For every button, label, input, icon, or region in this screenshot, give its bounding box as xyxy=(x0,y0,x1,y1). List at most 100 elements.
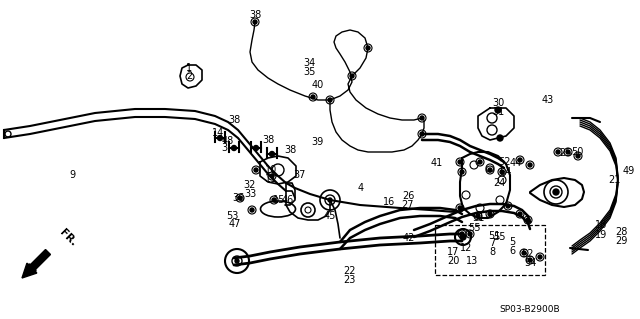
Circle shape xyxy=(488,212,492,216)
Text: 19: 19 xyxy=(595,230,607,240)
Circle shape xyxy=(238,196,242,200)
Text: 45: 45 xyxy=(324,211,336,221)
Text: 40: 40 xyxy=(312,80,324,90)
Circle shape xyxy=(232,145,237,151)
Circle shape xyxy=(420,132,424,136)
Circle shape xyxy=(500,170,504,174)
Circle shape xyxy=(253,20,257,24)
Circle shape xyxy=(458,160,462,164)
Circle shape xyxy=(553,189,559,195)
Circle shape xyxy=(538,255,542,259)
Circle shape xyxy=(235,259,239,263)
Text: 47: 47 xyxy=(229,219,241,229)
Text: 39: 39 xyxy=(311,137,323,147)
Text: 13: 13 xyxy=(466,256,478,266)
Text: 14: 14 xyxy=(212,128,224,138)
Circle shape xyxy=(328,98,332,102)
Text: 33: 33 xyxy=(244,189,256,199)
Circle shape xyxy=(254,168,258,172)
Circle shape xyxy=(366,46,370,50)
Text: 36: 36 xyxy=(232,193,244,203)
Text: 50: 50 xyxy=(571,147,583,157)
Text: 51: 51 xyxy=(472,213,484,223)
Text: 6: 6 xyxy=(509,246,515,256)
Text: 46: 46 xyxy=(282,195,294,205)
Text: 25: 25 xyxy=(560,148,572,158)
Text: 38: 38 xyxy=(262,135,274,145)
Bar xyxy=(435,225,545,275)
Text: 53: 53 xyxy=(226,211,238,221)
Circle shape xyxy=(468,232,472,236)
Circle shape xyxy=(506,204,510,208)
Text: 7: 7 xyxy=(489,238,495,248)
Text: 15: 15 xyxy=(273,195,285,205)
Text: 16: 16 xyxy=(383,197,395,207)
Text: 41: 41 xyxy=(431,158,443,168)
Circle shape xyxy=(522,251,526,255)
Circle shape xyxy=(476,214,480,218)
Text: 21: 21 xyxy=(608,175,620,185)
Circle shape xyxy=(269,152,275,157)
Text: 29: 29 xyxy=(615,236,627,246)
Circle shape xyxy=(488,168,492,172)
Text: 48: 48 xyxy=(222,136,234,146)
Circle shape xyxy=(253,145,259,151)
Text: 22: 22 xyxy=(343,266,355,276)
Circle shape xyxy=(528,163,532,167)
Text: 30: 30 xyxy=(492,98,504,108)
Circle shape xyxy=(420,116,424,120)
Text: 35: 35 xyxy=(303,67,315,77)
Text: 55: 55 xyxy=(468,223,480,233)
Text: 18: 18 xyxy=(595,220,607,230)
Circle shape xyxy=(270,174,274,178)
Circle shape xyxy=(478,160,482,164)
Text: 8: 8 xyxy=(489,247,495,257)
Circle shape xyxy=(526,218,530,222)
Text: 49: 49 xyxy=(623,166,635,176)
Circle shape xyxy=(460,170,464,174)
Text: 26: 26 xyxy=(402,191,414,201)
Circle shape xyxy=(218,136,223,140)
Circle shape xyxy=(566,150,570,154)
Text: 4: 4 xyxy=(358,183,364,193)
Circle shape xyxy=(518,212,522,216)
Circle shape xyxy=(556,150,560,154)
Text: 10: 10 xyxy=(265,165,277,175)
Text: SP03-B2900B: SP03-B2900B xyxy=(500,305,560,314)
Text: 44: 44 xyxy=(510,158,522,168)
Text: 28: 28 xyxy=(615,227,627,237)
Circle shape xyxy=(458,206,462,210)
Text: 52: 52 xyxy=(521,249,533,259)
Text: 51: 51 xyxy=(488,231,500,241)
Circle shape xyxy=(528,258,532,262)
Text: 5: 5 xyxy=(509,237,515,247)
Circle shape xyxy=(328,198,332,202)
Text: 12: 12 xyxy=(460,243,472,253)
Text: 32: 32 xyxy=(244,180,256,190)
Circle shape xyxy=(497,135,503,141)
Circle shape xyxy=(311,95,315,99)
Text: 42: 42 xyxy=(403,233,415,243)
Circle shape xyxy=(460,232,464,236)
Text: 20: 20 xyxy=(447,256,459,266)
Text: 11: 11 xyxy=(265,174,277,184)
Text: 27: 27 xyxy=(402,200,414,210)
Text: 54: 54 xyxy=(524,258,536,268)
Text: 38: 38 xyxy=(284,145,296,155)
Circle shape xyxy=(495,107,501,113)
Text: 34: 34 xyxy=(303,58,315,68)
Circle shape xyxy=(250,208,254,212)
Text: 31: 31 xyxy=(492,107,504,117)
Circle shape xyxy=(350,74,354,78)
Text: 38: 38 xyxy=(228,115,240,125)
Circle shape xyxy=(460,234,466,240)
FancyArrow shape xyxy=(22,249,51,278)
Text: 24: 24 xyxy=(493,178,505,188)
Text: 23: 23 xyxy=(343,275,355,285)
Circle shape xyxy=(272,198,276,202)
Text: 38: 38 xyxy=(249,10,261,20)
Text: 3: 3 xyxy=(221,143,227,153)
Circle shape xyxy=(518,158,522,162)
Text: 55: 55 xyxy=(493,232,505,242)
Text: 52: 52 xyxy=(498,157,510,167)
